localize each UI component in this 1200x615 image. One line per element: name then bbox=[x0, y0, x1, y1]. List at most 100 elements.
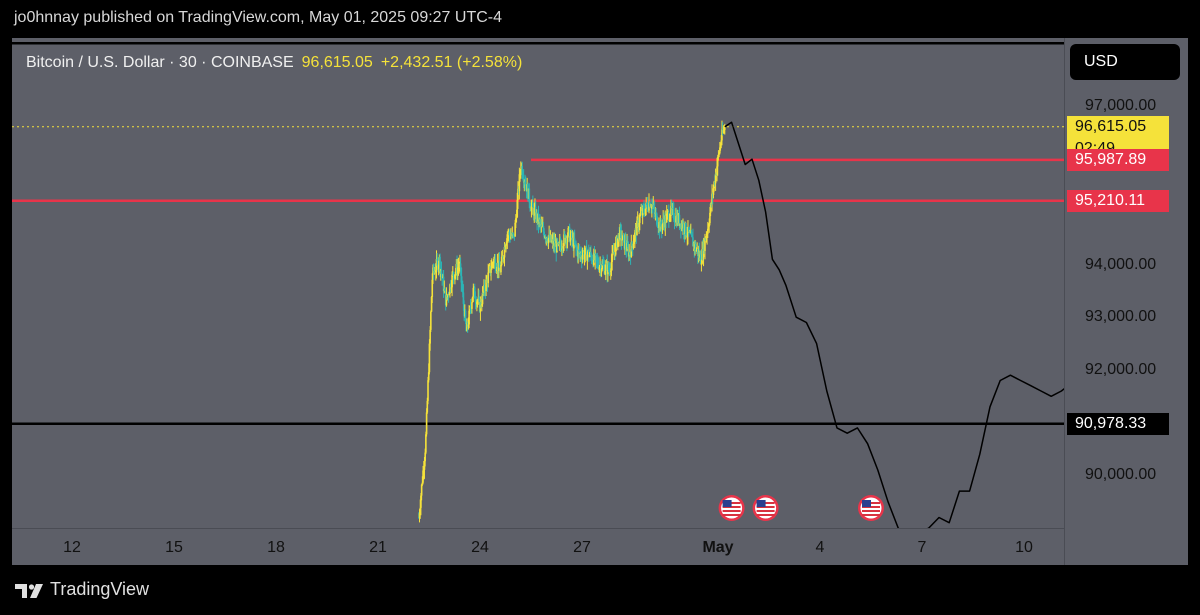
candle-223 bbox=[575, 247, 578, 250]
candle-268 bbox=[607, 264, 610, 271]
candle-75 bbox=[471, 302, 473, 309]
candle-317 bbox=[642, 207, 645, 209]
candle-85 bbox=[478, 297, 480, 299]
candle-90 bbox=[481, 292, 484, 305]
candle-156 bbox=[528, 188, 531, 203]
candle-387 bbox=[692, 237, 694, 247]
time-tick-label: 21 bbox=[369, 539, 387, 556]
candle-237 bbox=[585, 247, 588, 261]
candle-350 bbox=[665, 213, 668, 223]
candle-356 bbox=[670, 205, 672, 216]
candle-312 bbox=[639, 215, 641, 223]
candle-226 bbox=[578, 250, 580, 252]
candle-431 bbox=[723, 129, 725, 131]
candle-83 bbox=[476, 301, 479, 303]
candle-35 bbox=[442, 276, 445, 292]
candle-285 bbox=[619, 227, 622, 230]
candle-427 bbox=[720, 140, 723, 146]
candle-301 bbox=[631, 242, 633, 246]
candle-298 bbox=[629, 252, 631, 255]
candle-183 bbox=[547, 238, 550, 244]
candle-89 bbox=[481, 304, 483, 306]
candle-304 bbox=[633, 240, 635, 244]
candle-140 bbox=[517, 188, 519, 201]
candle-10 bbox=[425, 434, 427, 453]
price-tag-value: 95,987.89 bbox=[1075, 150, 1147, 168]
candle-125 bbox=[506, 234, 509, 242]
candle-424 bbox=[718, 153, 720, 155]
us-flag-stripe-1-2 bbox=[756, 510, 775, 512]
candle-16 bbox=[429, 329, 431, 344]
candle-57 bbox=[458, 266, 460, 268]
candle-3 bbox=[420, 495, 422, 508]
candle-98 bbox=[487, 272, 490, 284]
candle-77 bbox=[472, 287, 475, 297]
candle-128 bbox=[508, 231, 511, 236]
time-axis[interactable]: 12 15 18 21 24 27 May 4 7 10 bbox=[12, 528, 1064, 565]
time-tick-label: 18 bbox=[267, 539, 285, 556]
candle-231 bbox=[581, 255, 584, 260]
candle-211 bbox=[567, 228, 570, 237]
candle-84 bbox=[477, 297, 480, 302]
candle-204 bbox=[562, 246, 565, 249]
plot-area[interactable] bbox=[12, 38, 1064, 528]
tradingview-logo-icon bbox=[15, 583, 43, 598]
candle-6 bbox=[422, 470, 424, 483]
candle-87 bbox=[479, 301, 482, 312]
candle-251 bbox=[595, 255, 598, 260]
candle-72 bbox=[469, 307, 471, 311]
candle-296 bbox=[627, 246, 630, 257]
candle-262 bbox=[603, 265, 606, 274]
candle-346 bbox=[663, 219, 665, 223]
candle-409 bbox=[707, 226, 710, 229]
price-tick-label: 90,000.00 bbox=[1085, 466, 1157, 484]
candle-43 bbox=[448, 293, 451, 296]
candle-261 bbox=[602, 264, 605, 266]
candle-406 bbox=[705, 235, 708, 241]
us-flag-stripe-0-3 bbox=[722, 514, 741, 516]
candle-68 bbox=[466, 323, 468, 332]
candle-195 bbox=[556, 240, 558, 253]
currency-button[interactable]: USD bbox=[1070, 44, 1180, 80]
candle-103 bbox=[490, 263, 493, 270]
candle-66 bbox=[464, 310, 467, 323]
footer-brand: TradingView bbox=[14, 579, 149, 600]
candle-5 bbox=[421, 482, 424, 485]
candle-361 bbox=[673, 219, 676, 222]
time-tick-label: 12 bbox=[63, 539, 81, 556]
candle-253 bbox=[597, 260, 599, 266]
candle-114 bbox=[498, 260, 501, 268]
candle-320 bbox=[644, 208, 647, 215]
candle-146 bbox=[521, 165, 524, 176]
candle-225 bbox=[577, 250, 579, 257]
candle-284 bbox=[619, 227, 621, 240]
candle-359 bbox=[672, 208, 674, 210]
candle-337 bbox=[656, 224, 659, 227]
candle-151 bbox=[524, 184, 527, 186]
candle-93 bbox=[483, 285, 486, 291]
candle-76 bbox=[471, 296, 474, 303]
price-tick-label: 94,000.00 bbox=[1085, 255, 1157, 273]
candle-133 bbox=[512, 233, 514, 235]
candle-148 bbox=[522, 178, 525, 183]
price-tick-label: 93,000.00 bbox=[1085, 308, 1157, 326]
candle-13 bbox=[427, 380, 429, 401]
candle-61 bbox=[461, 282, 463, 289]
candle-30 bbox=[439, 256, 441, 272]
candle-32 bbox=[440, 269, 443, 274]
candle-408 bbox=[707, 228, 709, 235]
candle-258 bbox=[600, 269, 603, 273]
projection-line bbox=[724, 121, 1064, 528]
candle-432 bbox=[724, 126, 726, 130]
candle-26 bbox=[436, 259, 439, 261]
candle-39 bbox=[445, 295, 448, 306]
candle-138 bbox=[515, 217, 518, 219]
candle-1 bbox=[418, 513, 421, 518]
candle-177 bbox=[543, 231, 545, 238]
candle-404 bbox=[704, 238, 706, 251]
symbol-name: Bitcoin / U.S. Dollar · 30 · COINBASE bbox=[26, 54, 294, 71]
candle-300 bbox=[630, 242, 633, 258]
candle-37 bbox=[444, 288, 446, 291]
candle-220 bbox=[573, 238, 576, 244]
